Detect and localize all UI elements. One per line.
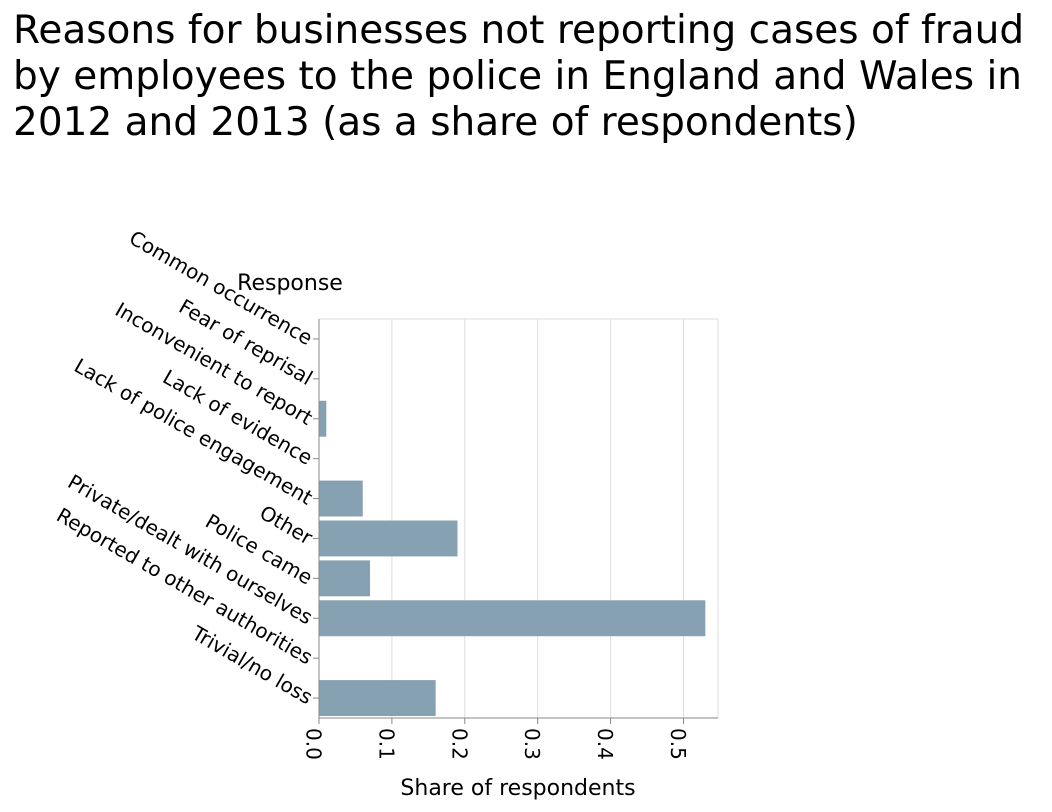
x-tick-label: 0.3 <box>520 728 544 760</box>
chart-title: Reasons for businesses not reporting cas… <box>13 8 1025 145</box>
x-tick-labels: 0.0 0.1 0.2 0.3 0.4 0.5 <box>302 728 691 760</box>
x-tick-label: 0.5 <box>666 728 690 760</box>
bar <box>319 680 436 717</box>
x-axis-title: Share of respondents <box>400 776 635 801</box>
gridlines <box>319 318 719 718</box>
bar <box>319 480 363 517</box>
y-axis-title: Response <box>237 271 343 296</box>
bar <box>319 400 327 437</box>
axes <box>313 319 718 724</box>
x-tick-label: 0.0 <box>302 728 326 760</box>
x-tick-label: 0.4 <box>593 728 617 760</box>
x-tick-label: 0.1 <box>374 728 398 760</box>
x-tick-label: 0.2 <box>447 728 471 760</box>
bar <box>319 520 458 557</box>
bars <box>319 400 706 717</box>
bar <box>319 600 706 637</box>
bar <box>319 560 371 597</box>
